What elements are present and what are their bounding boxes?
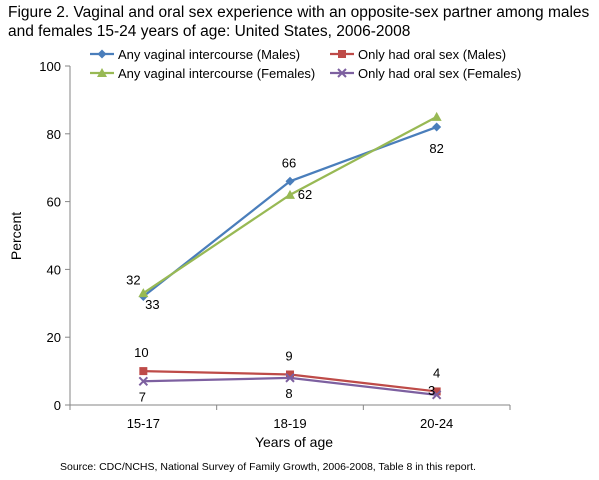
legend-entry: Only had oral sex (Females) [330, 66, 521, 81]
y-tick-label: 60 [47, 195, 61, 210]
legend-label: Any vaginal intercourse (Males) [118, 47, 300, 62]
data-label: 7 [139, 389, 146, 404]
legend-marker [97, 49, 107, 59]
legend-entry: Only had oral sex (Males) [330, 47, 506, 62]
data-point-marker [432, 122, 442, 132]
data-label: 33 [145, 297, 159, 312]
x-axis-label: Years of age [255, 434, 333, 450]
data-point-marker [285, 189, 295, 199]
legend-marker [337, 68, 347, 78]
series-group [138, 111, 442, 400]
data-label: 10 [134, 345, 148, 360]
data-label: 4 [433, 365, 440, 380]
legend-entry: Any vaginal intercourse (Males) [90, 47, 300, 62]
data-point-marker [432, 387, 441, 396]
data-label: 82 [429, 141, 443, 156]
chart-title: Figure 2. Vaginal and oral sex experienc… [8, 4, 590, 40]
y-tick-label: 40 [47, 262, 61, 277]
series-3 [138, 111, 442, 298]
legend-marker [97, 68, 107, 77]
y-tick-label: 0 [54, 398, 61, 413]
y-tick-label: 100 [39, 59, 61, 74]
series-1 [138, 122, 442, 302]
data-label: 3 [428, 383, 435, 398]
data-label: 9 [285, 348, 292, 363]
x-tick-label: 18-19 [273, 416, 306, 431]
series-line [142, 125, 438, 298]
data-point-marker [431, 390, 442, 400]
data-labels: 32 66 82 10 9 4 33 62 7 8 3 [126, 141, 444, 404]
series-2 [139, 367, 441, 396]
legend-entry: Any vaginal intercourse (Females) [90, 66, 315, 81]
data-label: 66 [282, 155, 296, 170]
y-tick-label: 80 [47, 127, 61, 142]
source-note: Source: CDC/NCHS, National Survey of Fam… [60, 461, 476, 473]
data-label: 62 [298, 187, 312, 202]
legend: Any vaginal intercourse (Males) Only had … [90, 47, 521, 81]
data-point-marker [286, 370, 294, 379]
legend-label: Any vaginal intercourse (Females) [118, 66, 315, 81]
data-point-marker [139, 367, 148, 376]
x-tick-label: 20-24 [420, 416, 453, 431]
data-point-marker [285, 176, 295, 186]
legend-marker [338, 50, 346, 58]
series-4 [138, 373, 442, 400]
axes: 0 20 40 60 80 100 15-17 18-19 20-24 [39, 59, 511, 431]
data-point-marker [285, 373, 295, 383]
legend-label: Only had oral sex (Males) [358, 47, 506, 62]
data-label: 8 [285, 386, 292, 401]
y-axis-label: Percent [8, 212, 24, 260]
data-label: 32 [126, 273, 140, 288]
x-tick-label: 15-17 [127, 416, 160, 431]
data-point-marker [138, 376, 149, 386]
legend-label: Only had oral sex (Females) [358, 66, 521, 81]
data-point-marker [138, 288, 149, 298]
data-point-marker [431, 111, 442, 121]
y-tick-label: 20 [47, 330, 61, 345]
